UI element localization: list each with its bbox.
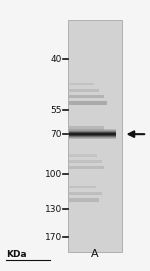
- Bar: [69, 83, 94, 85]
- Bar: [69, 198, 99, 202]
- Text: 100: 100: [45, 170, 62, 179]
- Bar: [69, 89, 99, 92]
- Bar: [69, 95, 104, 98]
- Text: 40: 40: [50, 54, 62, 64]
- Text: KDa: KDa: [6, 250, 26, 259]
- Text: 55: 55: [50, 105, 62, 115]
- Bar: [69, 154, 97, 157]
- Bar: [69, 101, 107, 105]
- Bar: [69, 126, 104, 130]
- Text: 70: 70: [50, 130, 62, 139]
- Text: 170: 170: [45, 233, 62, 242]
- Bar: [69, 166, 104, 169]
- Bar: [68, 20, 122, 252]
- Bar: [69, 186, 96, 188]
- Text: A: A: [91, 249, 99, 259]
- Bar: [69, 192, 102, 195]
- Text: 130: 130: [45, 205, 62, 214]
- Bar: [69, 160, 102, 163]
